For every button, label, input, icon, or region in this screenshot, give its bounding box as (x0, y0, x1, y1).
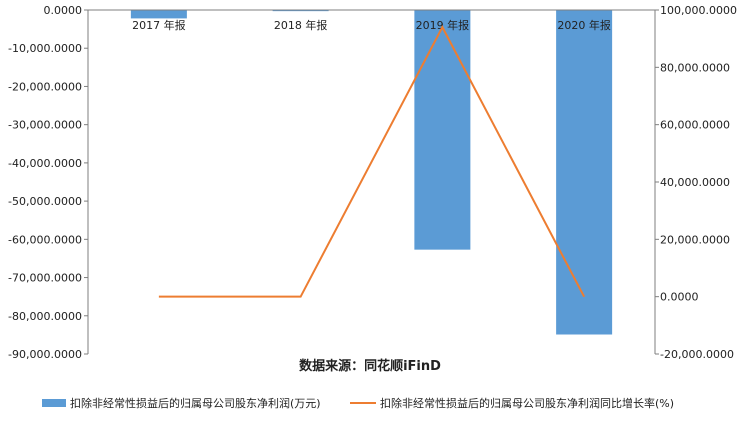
legend: 扣除非经常性损益后的归属母公司股东净利润(万元) 扣除非经常性损益后的归属母公司… (42, 396, 674, 410)
category-label: 2019 年报 (416, 18, 470, 32)
axes (84, 9, 659, 355)
right-tick-label: -20,000.0000 (660, 348, 734, 361)
growth-rate-line (158, 25, 586, 298)
left-tick-label: -10,000.0000 (8, 42, 82, 55)
left-tick-label: 0.0000 (44, 4, 83, 17)
left-tick-label: -50,000.0000 (8, 195, 82, 208)
left-axis-ticks: 0.0000 -10,000.0000 -20,000.0000 -30,000.00… (8, 4, 82, 361)
bar-series (130, 10, 613, 335)
category-label: 2020 年报 (557, 18, 611, 32)
right-tick-label: 40,000.0000 (660, 176, 730, 189)
right-tick-label: 0.0000 (660, 291, 699, 304)
data-source-label: 数据来源：同花顺iFinD (299, 358, 441, 374)
legend-line-label: 扣除非经常性损益后的归属母公司股东净利润同比增长率(%) (380, 396, 674, 410)
right-tick-label: 60,000.0000 (660, 119, 730, 132)
right-tick-label: 100,000.0000 (660, 4, 737, 17)
line-series (158, 25, 586, 298)
category-label: 2018 年报 (274, 18, 328, 32)
right-tick-label: 20,000.0000 (660, 233, 730, 246)
bar (556, 10, 613, 335)
left-tick-label: -80,000.0000 (8, 310, 82, 323)
bar (414, 10, 471, 250)
right-axis-ticks: 100,000.0000 80,000.0000 60,000.0000 40,000… (660, 4, 737, 361)
left-tick-label: -90,000.0000 (8, 348, 82, 361)
bar (130, 10, 187, 19)
bar (272, 10, 329, 12)
left-tick-label: -60,000.0000 (8, 233, 82, 246)
legend-bar-swatch (42, 399, 66, 407)
legend-bar-label: 扣除非经常性损益后的归属母公司股东净利润(万元) (70, 396, 321, 410)
category-label: 2017 年报 (132, 18, 186, 32)
category-labels: 2017 年报 2018 年报 2019 年报 2020 年报 (132, 18, 611, 32)
left-tick-label: -20,000.0000 (8, 80, 82, 93)
right-tick-label: 80,000.0000 (660, 61, 730, 74)
left-tick-label: -30,000.0000 (8, 119, 82, 132)
left-tick-label: -40,000.0000 (8, 157, 82, 170)
left-tick-label: -70,000.0000 (8, 272, 82, 285)
